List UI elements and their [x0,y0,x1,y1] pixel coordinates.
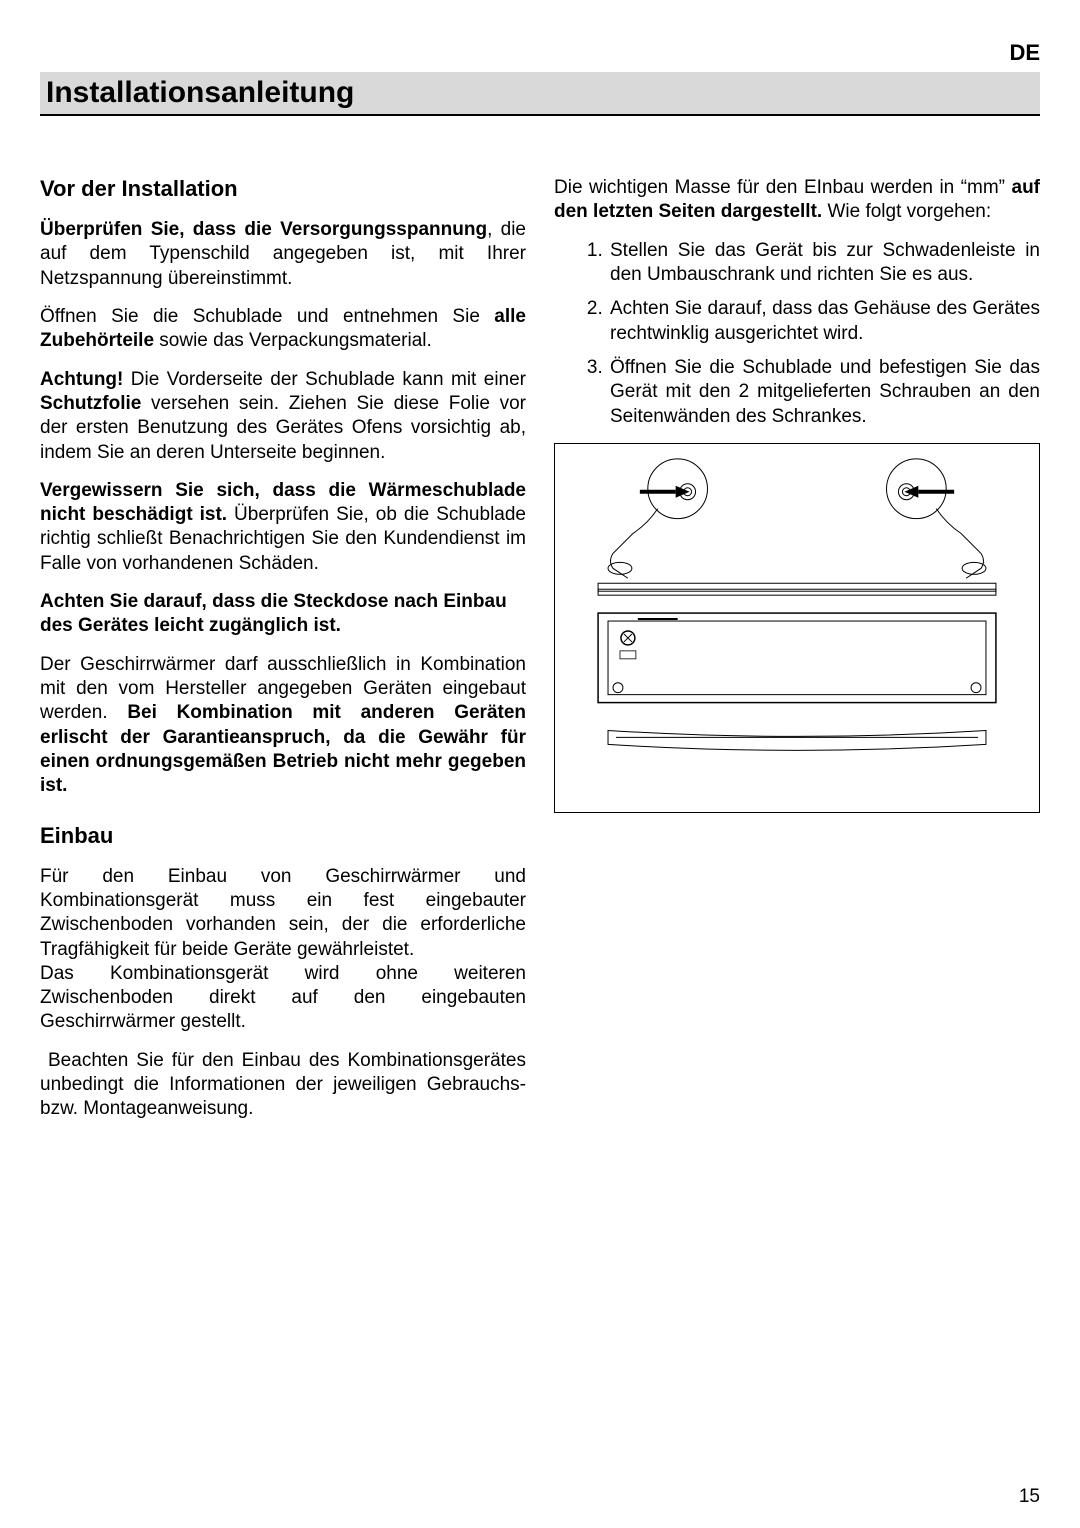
para-socket: Achten Sie darauf, dass die Steckdose na… [40,590,526,639]
language-tag: DE [1009,40,1040,66]
para-einbau-1: Für den Einbau von Geschirrwärmer und Ko… [40,865,526,962]
para-combination: Der Geschirrwärmer darf ausschließlich i… [40,653,526,799]
para-voltage-bold: Überprüfen Sie, dass die Versorgungsspan… [40,219,487,240]
content-columns: Vor der Installation Überprüfen Sie, das… [40,176,1040,1136]
install-steps: Stellen Sie das Gerät bis zur Schwadenle… [554,239,1040,429]
page-number: 15 [1019,1486,1040,1508]
para-dimensions-a: Die wichtigen Masse für den EInbau werde… [554,177,1012,198]
right-column: Die wichtigen Masse für den EInbau werde… [554,176,1040,1136]
para-open-drawer: Öffnen Sie die Schublade und entnehmen S… [40,305,526,354]
para-open-drawer-a: Öffnen Sie die Schublade und entnehmen S… [40,306,494,327]
left-column: Vor der Installation Überprüfen Sie, das… [40,176,526,1136]
subhead-einbau: Einbau [40,823,526,849]
para-attention-b: Die Vorderseite der Schublade kann mit e… [123,369,526,390]
para-dimensions: Die wichtigen Masse für den EInbau werde… [554,176,1040,225]
subhead-before-install: Vor der Installation [40,176,526,202]
install-step-2: Achten Sie darauf, dass das Gehäuse des … [608,297,1040,346]
para-dimensions-c: Wie folgt vorgehen: [822,201,991,222]
para-attention-foil: Schutzfolie [40,393,141,414]
para-einbau-2: Das Kombinationsgerät wird ohne weiteren… [40,962,526,1035]
para-ensure-undamaged: Vergewissern Sie sich, dass die Wärmesch… [40,479,526,576]
install-step-3: Öffnen Sie die Schublade und befestigen … [608,356,1040,429]
main-heading: Installationsanleitung [40,72,1040,116]
para-einbau-3: Beachten Sie für den Einbau des Kombinat… [40,1049,526,1122]
install-step-1: Stellen Sie das Gerät bis zur Schwadenle… [608,239,1040,288]
para-attention: Achtung! Die Vorderseite der Schublade k… [40,368,526,465]
para-voltage: Überprüfen Sie, dass die Versorgungsspan… [40,218,526,291]
para-open-drawer-c: sowie das Verpackungsmaterial. [154,330,432,351]
installation-diagram-svg [555,444,1039,812]
installation-diagram [554,443,1040,813]
para-attention-head: Achtung! [40,369,123,390]
